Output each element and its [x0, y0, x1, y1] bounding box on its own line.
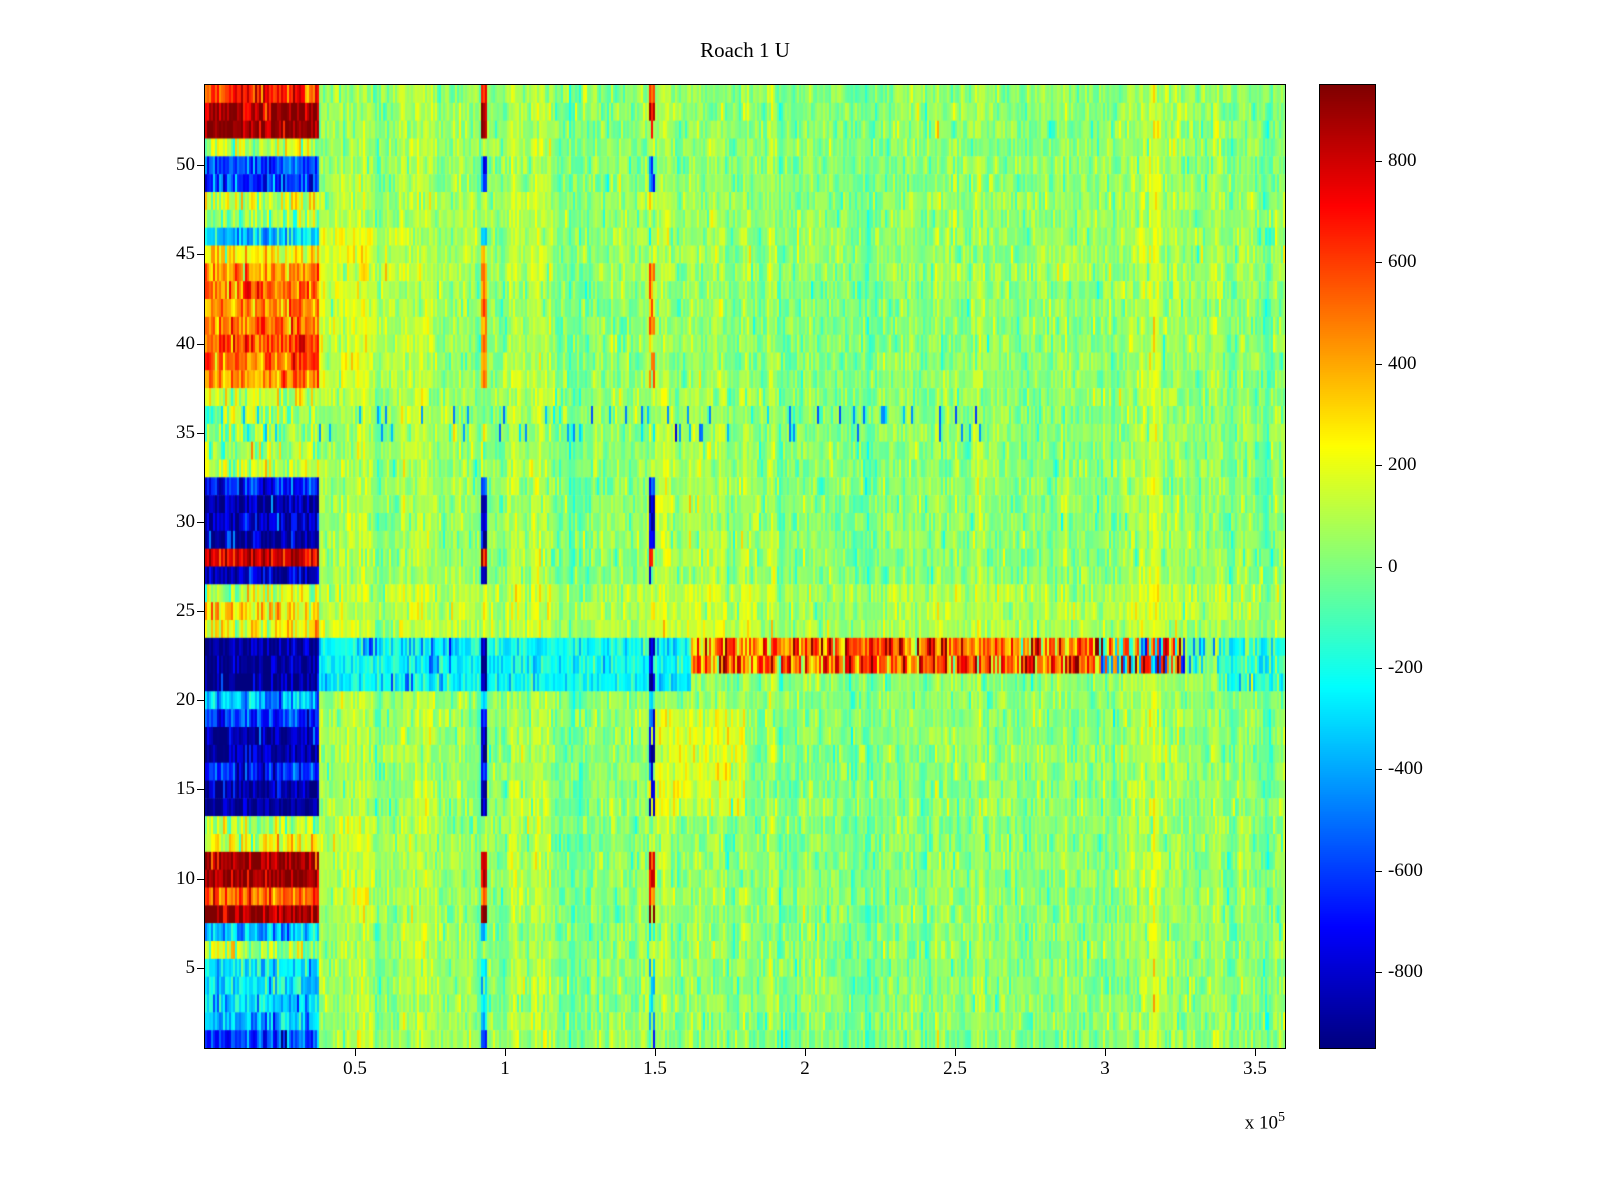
- x-axis-exponent: x 105: [1185, 1110, 1285, 1134]
- colorbar-tick-mark: [1376, 971, 1382, 973]
- y-tick-label: 45: [176, 243, 195, 265]
- colorbar-tick-label: 800: [1388, 150, 1417, 172]
- colorbar-tick-label: -200: [1388, 656, 1423, 678]
- colorbar-tick-mark: [1376, 363, 1382, 365]
- exponent-power: 5: [1278, 1110, 1285, 1125]
- x-tick-mark: [955, 1049, 956, 1056]
- y-tick-mark: [197, 254, 204, 256]
- y-tick-mark: [197, 432, 204, 434]
- exponent-base: x 10: [1244, 1112, 1278, 1134]
- y-tick-mark: [197, 343, 204, 345]
- y-tick-label: 10: [176, 867, 195, 889]
- y-tick-mark: [197, 967, 204, 969]
- y-tick-mark: [197, 878, 204, 880]
- y-tick-mark: [197, 165, 204, 167]
- y-tick-mark: [197, 789, 204, 791]
- x-tick-mark: [355, 1049, 356, 1056]
- colorbar-tick-mark: [1376, 870, 1382, 872]
- chart-title: Roach 1 U: [700, 38, 790, 62]
- y-tick-mark: [197, 700, 204, 702]
- x-tick-mark: [1255, 1049, 1256, 1056]
- y-tick-mark: [197, 521, 204, 523]
- colorbar-tick-mark: [1376, 667, 1382, 669]
- colorbar-tick-label: 200: [1388, 454, 1417, 476]
- colorbar-tick-mark: [1376, 465, 1382, 467]
- colorbar-tick-label: -400: [1388, 758, 1423, 780]
- colorbar-canvas: [1320, 85, 1375, 1048]
- x-tick-mark: [805, 1049, 806, 1056]
- y-tick-label: 30: [176, 510, 195, 532]
- y-tick-label: 5: [185, 956, 196, 978]
- x-tick-label: 1.5: [643, 1058, 667, 1079]
- colorbar-tick-mark: [1376, 262, 1382, 264]
- y-tick-label: 20: [176, 689, 195, 711]
- colorbar-tick-mark: [1376, 161, 1382, 163]
- x-tick-mark: [505, 1049, 506, 1056]
- x-tick-label: 1: [500, 1058, 510, 1079]
- x-tick-mark: [655, 1049, 656, 1056]
- x-tick-mark: [1105, 1049, 1106, 1056]
- y-tick-mark: [197, 611, 204, 613]
- x-tick-label: 0.5: [343, 1058, 367, 1079]
- x-tick-label: 3.5: [1243, 1058, 1267, 1079]
- colorbar-tick-label: 600: [1388, 251, 1417, 273]
- y-tick-label: 35: [176, 421, 195, 443]
- y-tick-label: 50: [176, 154, 195, 176]
- colorbar-tick-mark: [1376, 566, 1382, 568]
- x-tick-label: 2: [800, 1058, 810, 1079]
- y-tick-label: 40: [176, 332, 195, 354]
- x-tick-label: 2.5: [943, 1058, 967, 1079]
- colorbar-tick-label: -600: [1388, 859, 1423, 881]
- y-tick-label: 25: [176, 600, 195, 622]
- x-tick-label: 3: [1100, 1058, 1110, 1079]
- y-tick-label: 15: [176, 778, 195, 800]
- heatmap-canvas: [205, 85, 1285, 1048]
- colorbar-tick-label: 400: [1388, 352, 1417, 374]
- colorbar-tick-mark: [1376, 769, 1382, 771]
- colorbar-tick-label: -800: [1388, 960, 1423, 982]
- colorbar-tick-label: 0: [1388, 555, 1398, 577]
